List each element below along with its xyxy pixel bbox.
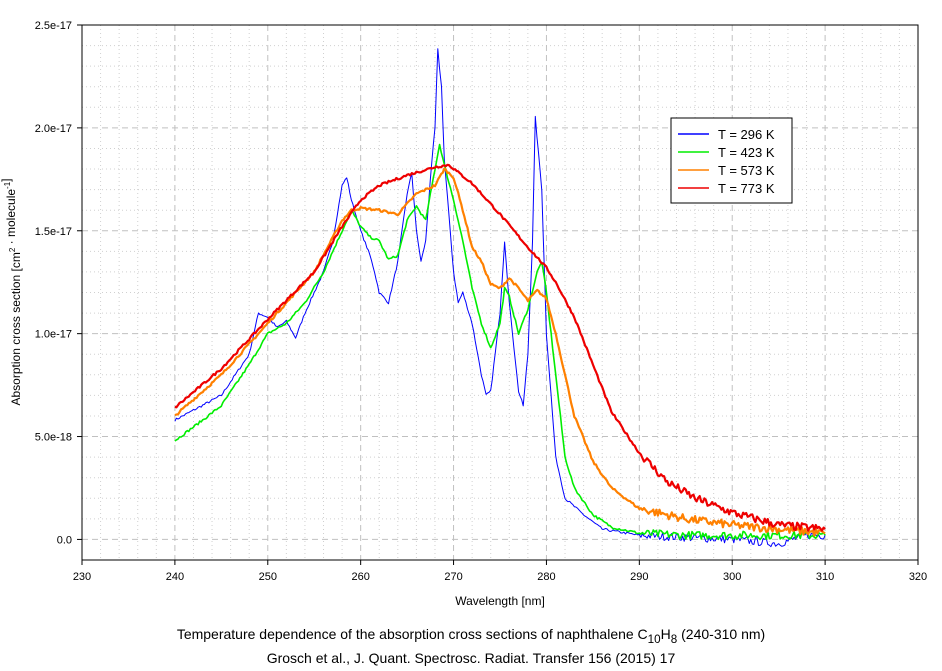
legend-box bbox=[670, 117, 793, 204]
caption-text: Temperature dependence of the absorption… bbox=[176, 626, 648, 642]
x-tick-label: 320 bbox=[909, 571, 927, 583]
caption-sub: 8 bbox=[670, 632, 678, 646]
x-tick-label: 250 bbox=[259, 571, 277, 583]
x-axis-label: Wavelength [nm] bbox=[455, 594, 545, 608]
legend-label: T = 773 K bbox=[718, 181, 775, 196]
legend-label: T = 296 K bbox=[718, 127, 775, 142]
x-tick-label: 230 bbox=[73, 571, 91, 583]
x-tick-label: 310 bbox=[816, 571, 834, 583]
y-tick-label: 1.0e-17 bbox=[35, 329, 72, 341]
x-tick-label: 300 bbox=[723, 571, 741, 583]
series-line-423 bbox=[174, 143, 826, 541]
series-line-573 bbox=[174, 167, 826, 537]
y-tick-label: 2.5e-17 bbox=[35, 20, 72, 32]
legend: T = 296 K T = 423 K T = 573 K T = 773 K bbox=[670, 117, 793, 204]
legend-label: T = 423 K bbox=[718, 145, 775, 160]
caption-line-1: Temperature dependence of the absorption… bbox=[0, 626, 942, 646]
x-tick-label: 280 bbox=[537, 571, 555, 583]
y-axis-label: Absorption cross section [cm2 · molecule… bbox=[0, 178, 23, 405]
caption-sub: 10 bbox=[647, 632, 661, 646]
caption-text: (240-310 nm) bbox=[677, 626, 766, 642]
x-tick-label: 270 bbox=[444, 571, 462, 583]
y-tick-label: 2.0e-17 bbox=[35, 123, 72, 135]
y-tick-label: 0.0 bbox=[57, 534, 72, 546]
x-tick-label: 290 bbox=[630, 571, 648, 583]
plot-frame bbox=[81, 24, 919, 561]
x-tick-label: 240 bbox=[166, 571, 184, 583]
caption-line-2: Grosch et al., J. Quant. Spectrosc. Radi… bbox=[266, 650, 676, 666]
y-tick-label: 1.5e-17 bbox=[35, 226, 72, 238]
chart-svg: 230 240 250 260 270 280 290 300 310 320 0.0 5.0e-18… bbox=[0, 20, 927, 608]
y-tick-label: 5.0e-18 bbox=[35, 432, 72, 444]
caption-text: H bbox=[660, 626, 671, 642]
series-line-773 bbox=[174, 163, 826, 532]
x-tick-label: 260 bbox=[351, 571, 369, 583]
legend-label: T = 573 K bbox=[718, 163, 775, 178]
